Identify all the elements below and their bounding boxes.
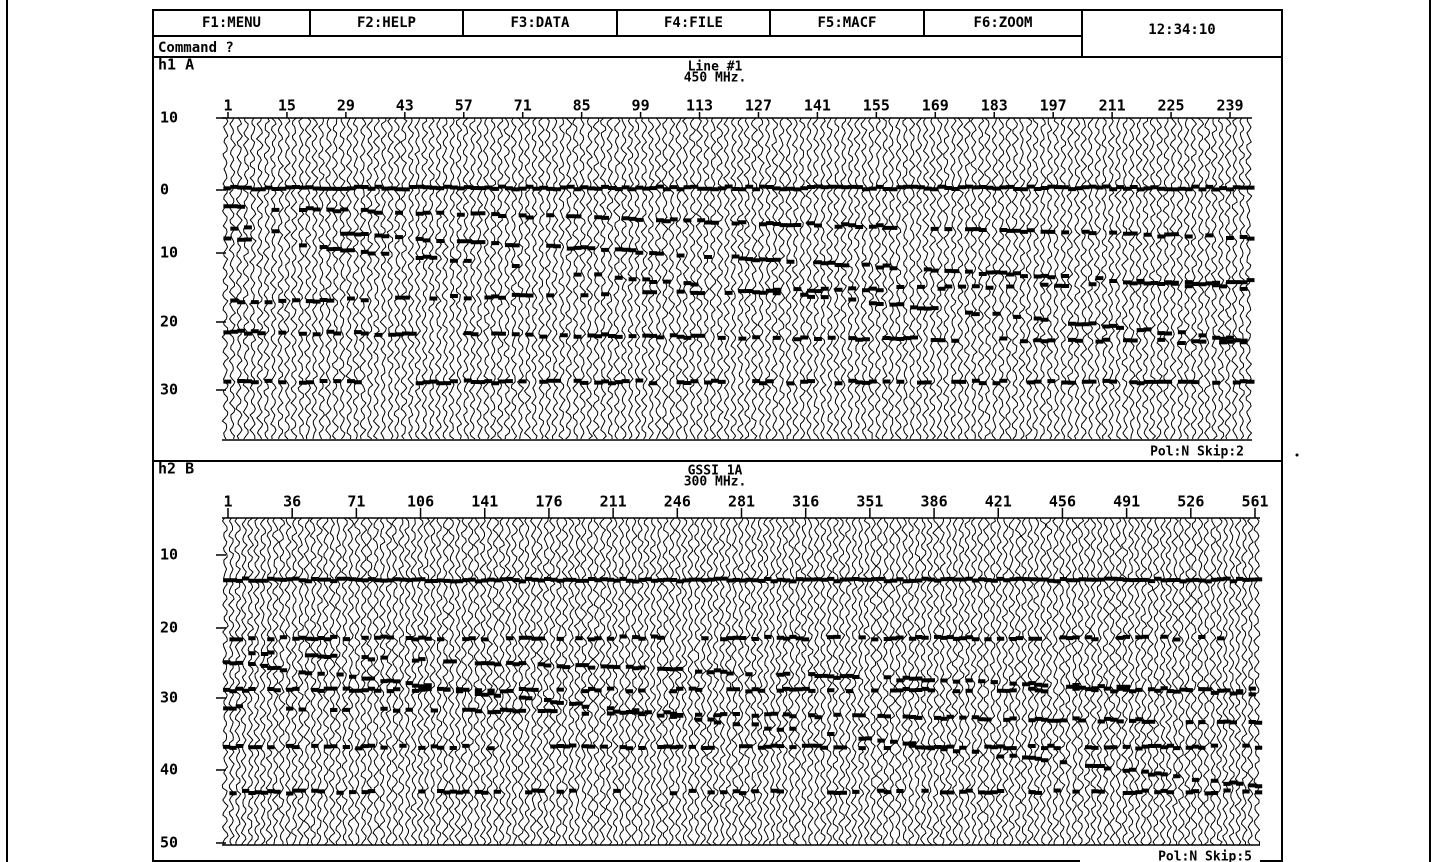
trace-number: 57 — [455, 97, 473, 115]
trace-number: 15 — [278, 97, 296, 115]
trace-number: 316 — [792, 493, 819, 511]
trace-number: 386 — [921, 493, 948, 511]
panel-title: GSSI 1A — [688, 464, 743, 479]
trace-number: 246 — [664, 493, 691, 511]
depth-label: 20 — [160, 313, 178, 331]
trace-number: 211 — [600, 493, 627, 511]
trace-number: 85 — [573, 97, 591, 115]
trace-number: 561 — [1241, 493, 1268, 511]
menu-item[interactable]: F1:MENU — [202, 15, 261, 31]
depth-label: 50 — [160, 834, 178, 852]
wiggle-traces — [221, 517, 1261, 846]
status: Pol:N Skip:2 — [1150, 445, 1244, 460]
trace-number: 29 — [337, 97, 355, 115]
trace-number: 421 — [985, 493, 1012, 511]
panel-subtitle: 450 MHz. — [684, 71, 747, 86]
menu-item[interactable]: F6:ZOOM — [973, 15, 1032, 31]
status: Pol:N Skip:5 — [1158, 850, 1252, 862]
trace-number: 225 — [1158, 97, 1185, 115]
trace-number: 456 — [1049, 493, 1076, 511]
menu-item[interactable]: F5:MACF — [817, 15, 876, 31]
trace-number: 351 — [856, 493, 883, 511]
reflections — [223, 576, 1263, 796]
depth-label: 10 — [160, 109, 178, 127]
status-box — [1080, 848, 1260, 862]
command-line: Command ? — [158, 40, 234, 56]
trace-number: 36 — [283, 493, 301, 511]
trace-number: 141 — [804, 97, 831, 115]
trace-number: 141 — [471, 493, 498, 511]
trace-number: 71 — [514, 97, 532, 115]
trace-number: 99 — [632, 97, 650, 115]
menu-item[interactable]: F2:HELP — [357, 15, 416, 31]
status-box — [1072, 443, 1252, 459]
trace-number: 127 — [745, 97, 772, 115]
trace-number: 1 — [223, 493, 232, 511]
trace-number: 43 — [396, 97, 414, 115]
panel-label: h2 B — [158, 460, 194, 478]
depth-label: 0 — [160, 181, 169, 199]
depth-label: 10 — [160, 244, 178, 262]
panel-label: h1 A — [158, 56, 194, 74]
depth-label: 10 — [160, 546, 178, 564]
depth-label: 30 — [160, 689, 178, 707]
trace-number: 155 — [863, 97, 890, 115]
main-frame — [152, 9, 1283, 862]
trace-number: 106 — [407, 493, 434, 511]
depth-label: 20 — [160, 619, 178, 637]
trace-number: 197 — [1040, 97, 1067, 115]
trace-number: 526 — [1177, 493, 1204, 511]
clock: 12:34:10 — [1148, 22, 1215, 38]
wiggle-traces — [221, 117, 1253, 440]
reflections — [223, 184, 1255, 386]
menu-item[interactable]: F4:FILE — [664, 15, 723, 31]
trace-number: 113 — [686, 97, 713, 115]
trace-number: 183 — [981, 97, 1008, 115]
panel-title: Line #1 — [688, 60, 743, 75]
menu-item[interactable]: F3:DATA — [510, 15, 570, 31]
trace-number: 211 — [1099, 97, 1126, 115]
trace-number: 1 — [223, 97, 232, 115]
trace-number: 281 — [728, 493, 755, 511]
depth-label: 40 — [160, 761, 178, 779]
trace-number: 491 — [1113, 493, 1140, 511]
trace-number: 169 — [922, 97, 949, 115]
trace-number: 71 — [347, 493, 365, 511]
trace-number: 239 — [1216, 97, 1243, 115]
dot — [1295, 453, 1299, 457]
panel-subtitle: 300 MHz. — [684, 475, 747, 490]
depth-label: 30 — [160, 381, 178, 399]
trace-number: 176 — [535, 493, 562, 511]
